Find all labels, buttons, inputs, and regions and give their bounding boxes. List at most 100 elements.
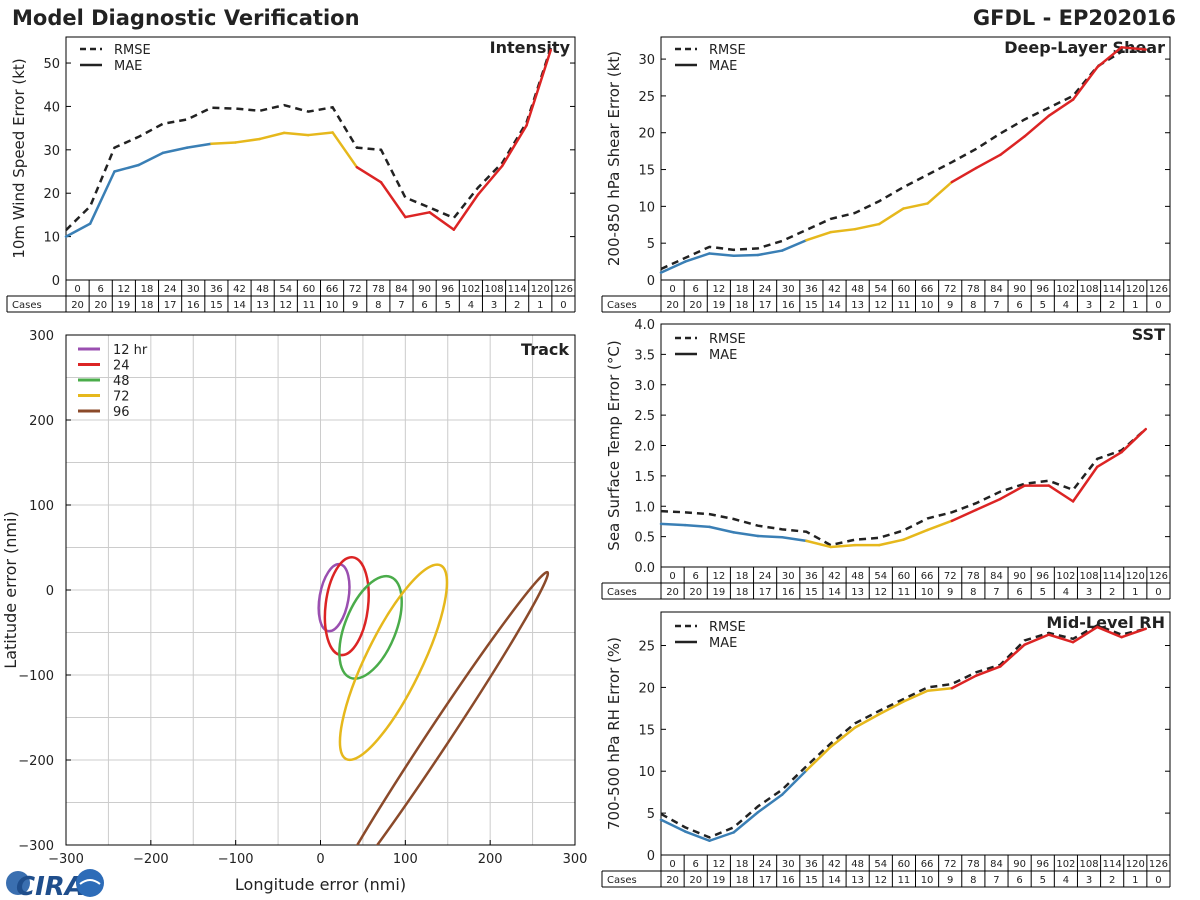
shear-legend-mae-label: MAE xyxy=(709,59,737,74)
rh-rmse-line xyxy=(660,624,1147,839)
track-ytick-label: 0 xyxy=(46,584,54,599)
shear-mae-segment xyxy=(659,260,687,274)
rh-hour-cell: 0 xyxy=(669,859,675,870)
sst-ylabel: Sea Surface Temp Error (°C) xyxy=(605,340,623,550)
rh-hour-cell: 42 xyxy=(828,859,841,870)
shear-hour-cell: 84 xyxy=(990,284,1003,295)
track-xtick-label: −300 xyxy=(48,852,84,867)
track-ellipse-3 xyxy=(338,563,449,762)
shear-case-cell: 11 xyxy=(898,300,911,311)
sst-hour-cell: 84 xyxy=(990,571,1003,582)
shear-hour-cell: 0 xyxy=(669,284,675,295)
intensity-case-cell: 9 xyxy=(352,300,358,311)
rh-hour-cell: 84 xyxy=(990,859,1003,870)
rh-case-cell: 20 xyxy=(689,875,702,886)
sst-mae-segment xyxy=(877,538,905,547)
sst-rmse-line xyxy=(660,428,1147,547)
shear-mae-segment xyxy=(829,227,857,234)
shear-case-cell: 1 xyxy=(1132,300,1138,311)
sst-case-cell: 2 xyxy=(1109,587,1115,598)
sst-case-cell: 7 xyxy=(993,587,999,598)
sst-hour-cell: 36 xyxy=(805,571,818,582)
shear-hour-cell: 72 xyxy=(944,284,957,295)
logo-globe-icon xyxy=(6,871,30,895)
intensity-case-cell: 11 xyxy=(303,300,316,311)
rh-mae-segment xyxy=(1120,627,1148,639)
shear-hour-cell: 30 xyxy=(782,284,795,295)
track-xtick-label: −100 xyxy=(218,852,254,867)
shear-mae-segment xyxy=(926,180,954,205)
intensity-hour-cell: 24 xyxy=(164,284,177,295)
sst-hour-cell: 96 xyxy=(1036,571,1049,582)
rh-case-cell: 19 xyxy=(712,875,725,886)
intensity-mae-segment xyxy=(428,211,456,231)
sst-mae-segment xyxy=(999,484,1026,501)
rh-case-cell: 12 xyxy=(874,875,887,886)
intensity-case-cell: 3 xyxy=(491,300,497,311)
logo-emblem-icon xyxy=(76,869,104,897)
sst-hour-cell: 90 xyxy=(1013,571,1026,582)
rh-case-cell: 7 xyxy=(993,875,999,886)
intensity-ytick-label: 40 xyxy=(43,100,60,115)
track-ellipses xyxy=(317,555,550,845)
intensity-case-cell: 1 xyxy=(537,300,543,311)
track-panel: −300 −200 −100 0 100 200 300 −300 −200 −100 0 100 20… xyxy=(1,329,587,894)
intensity-case-cell: 20 xyxy=(94,300,107,311)
intensity-mae-segment xyxy=(331,131,359,169)
track-legend-label: 72 xyxy=(113,390,130,405)
shear-case-cell: 2 xyxy=(1109,300,1115,311)
shear-mae-segment xyxy=(902,202,929,210)
rh-ylabel: 700-500 hPa RH Error (%) xyxy=(605,637,623,830)
intensity-mae-segment xyxy=(452,193,480,231)
sst-ytick-label: 1.0 xyxy=(634,500,655,515)
rh-hour-cell: 18 xyxy=(736,859,749,870)
shear-ytick-label: 25 xyxy=(638,90,655,105)
sst-case-cell: 16 xyxy=(782,587,795,598)
shear-ytick-label: 0 xyxy=(647,274,655,289)
track-title: Track xyxy=(521,340,569,359)
shear-mae-segment xyxy=(1096,46,1123,69)
sst-mae-segment xyxy=(950,508,978,523)
sst-case-cell: 19 xyxy=(712,587,725,598)
rh-case-cell: 3 xyxy=(1086,875,1092,886)
sst-hour-cell: 120 xyxy=(1126,571,1145,582)
rh-case-cell: 0 xyxy=(1155,875,1161,886)
track-xtick-label: 200 xyxy=(478,852,503,867)
track-ylabel: Latitude error (nmi) xyxy=(1,511,20,668)
track-xtick-label: −200 xyxy=(133,852,169,867)
rh-hour-cell: 78 xyxy=(967,859,980,870)
sst-hour-cell: 0 xyxy=(669,571,675,582)
sst-ytick-label: 0.5 xyxy=(634,531,655,546)
intensity-mae-segment xyxy=(185,142,213,149)
intensity-hour-cell: 0 xyxy=(74,284,80,295)
sst-case-cell: 8 xyxy=(970,587,976,598)
intensity-mae-segment xyxy=(404,211,431,219)
intensity-hour-cell: 126 xyxy=(554,284,573,295)
sst-ytick-label: 0.0 xyxy=(634,561,655,576)
sst-cases-label: Cases xyxy=(607,587,637,598)
intensity-case-cell: 5 xyxy=(445,300,451,311)
rh-hour-cell: 72 xyxy=(944,859,957,870)
rh-hour-cell: 36 xyxy=(805,859,818,870)
sst-title: SST xyxy=(1132,325,1165,344)
intensity-plot-frame xyxy=(65,36,576,281)
intensity-case-cell: 17 xyxy=(164,300,177,311)
sst-hour-cell: 72 xyxy=(944,571,957,582)
cira-logo: CIRA xyxy=(6,869,104,900)
sst-case-cell: 3 xyxy=(1086,587,1092,598)
shear-case-cell: 6 xyxy=(1016,300,1022,311)
sst-hour-cell: 126 xyxy=(1149,571,1168,582)
intensity-hour-cell: 120 xyxy=(531,284,550,295)
shear-ytick-label: 20 xyxy=(638,127,655,142)
shear-title: Deep-Layer Shear xyxy=(1004,38,1165,57)
sst-hour-cell: 30 xyxy=(782,571,795,582)
intensity-hour-cell: 72 xyxy=(349,284,362,295)
rh-mae-segment xyxy=(756,793,784,814)
shear-hour-cell: 66 xyxy=(921,284,934,295)
intensity-hour-cell: 108 xyxy=(484,284,503,295)
rh-mae-segment xyxy=(950,674,978,690)
shear-case-cell: 17 xyxy=(759,300,772,311)
sst-case-cell: 6 xyxy=(1016,587,1022,598)
rh-case-cell: 9 xyxy=(947,875,953,886)
rh-title: Mid-Level RH xyxy=(1046,613,1165,632)
